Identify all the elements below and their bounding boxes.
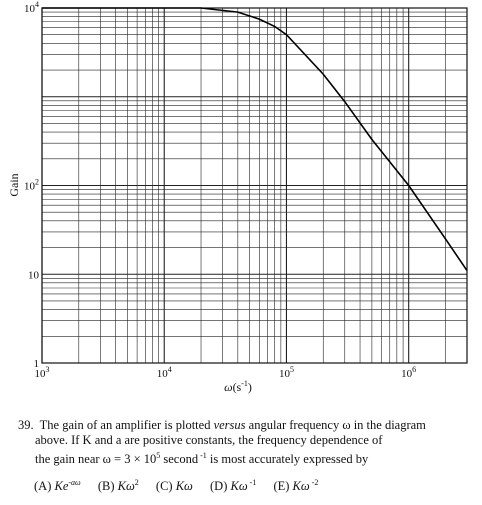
question-line-3-exp: 5 [156, 451, 161, 460]
question-line-3b: second [160, 452, 199, 467]
choice-label: (D) [210, 479, 228, 494]
choice-label: (A) [34, 479, 52, 494]
x-axis-label-unit: (s [233, 380, 242, 394]
question-line-1b: angular frequency ω in the diagram [245, 418, 426, 432]
choice-label: (B) [97, 479, 115, 494]
question-line-1: 39. The gain of an amplifier is plotted … [18, 418, 468, 433]
choice-exponent: -1 [247, 478, 257, 487]
choice-expression: Kω [117, 479, 135, 494]
choice-label: (C) [155, 479, 173, 494]
question-italic-versus: versus [213, 418, 246, 432]
gain-frequency-chart: 103 104 105 106 1 10 102 104 Gain ω(s-1) [7, 0, 468, 394]
x-tick-label: 104 [157, 365, 172, 380]
choice-d[interactable]: (D) Kω -1 [210, 478, 257, 494]
choice-b[interactable]: (B) Kω2 [97, 478, 139, 494]
x-axis-label: ω(s-1) [224, 379, 252, 394]
gain-series-line [42, 7, 468, 272]
choice-exponent: 2 [134, 478, 139, 487]
choice-expression: Kω [292, 479, 310, 494]
grid-lines [41, 7, 468, 364]
choice-expression: Kω [230, 479, 248, 494]
question-text: 39. The gain of an amplifier is plotted … [18, 418, 468, 467]
y-tick-label: 102 [24, 178, 39, 193]
choice-c[interactable]: (C) Kω [156, 479, 193, 493]
question-line-1a: The gain of an amplifier is plotted [39, 418, 214, 432]
plot-frame [41, 7, 468, 364]
choice-expression: Kω [175, 479, 193, 494]
question-line-3: the gain near ω = 3 × 105 second -1 is m… [18, 448, 468, 467]
x-axis-label-exp: -1 [241, 379, 248, 388]
x-tick-labels: 103 104 105 106 [35, 365, 417, 380]
gain-curve [42, 7, 468, 272]
choice-e[interactable]: (E) Kω -2 [273, 478, 319, 494]
question-line-3c: is most accurately expressed by [206, 452, 369, 467]
question-line-3-exp2: -1 [198, 451, 207, 460]
y-tick-label: 10 [28, 269, 40, 281]
choice-expression: Ke [54, 479, 69, 494]
y-tick-labels: 1 10 102 104 [24, 0, 40, 370]
question-number: 39. [18, 418, 34, 432]
choice-exponent: -aω [68, 478, 81, 487]
y-axis-label: Gain [7, 173, 21, 196]
x-axis-label-close: ) [248, 380, 252, 394]
y-tick-label: 104 [24, 0, 39, 15]
x-tick-label: 105 [279, 365, 294, 380]
choice-label: (E) [273, 479, 290, 494]
x-tick-label: 103 [35, 365, 50, 380]
choice-exponent: -2 [309, 478, 319, 487]
question-line-2: above. If K and a are positive constants… [35, 433, 383, 447]
answer-choices: (A) Ke-aω (B) Kω2 (C) Kω (D) Kω -1 (E) K… [34, 478, 332, 494]
x-axis-label-symbol: ω [224, 380, 232, 394]
y-tick-label: 1 [34, 358, 40, 370]
choice-a[interactable]: (A) Ke-aω [34, 478, 81, 494]
x-tick-label: 106 [401, 365, 416, 380]
question-line-3a: the gain near ω = 3 × 10 [35, 452, 157, 467]
